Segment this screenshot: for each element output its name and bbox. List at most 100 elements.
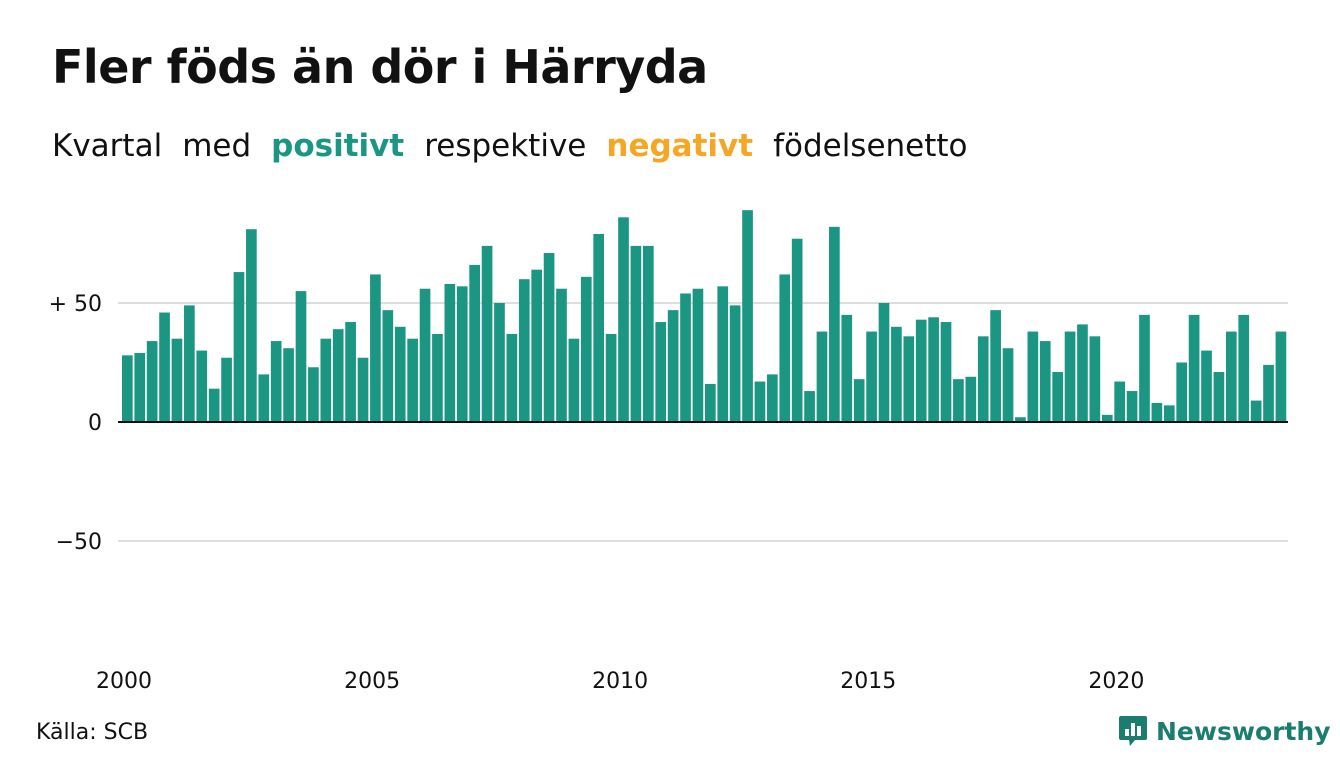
bar xyxy=(878,303,890,422)
bar xyxy=(940,322,952,422)
bar xyxy=(791,238,803,422)
subtitle-positive: positivt xyxy=(271,128,405,164)
bar xyxy=(829,226,840,422)
bar xyxy=(642,245,654,422)
bar xyxy=(1176,362,1188,422)
bar xyxy=(568,338,580,422)
bar xyxy=(1225,331,1237,422)
source-note: Källa: SCB xyxy=(36,720,149,745)
bar xyxy=(1052,372,1063,422)
bar xyxy=(1263,364,1274,422)
bar xyxy=(1002,348,1014,422)
bar xyxy=(680,293,691,422)
bar xyxy=(965,376,977,422)
bar xyxy=(320,338,332,422)
x-tick-label: 2005 xyxy=(344,669,400,694)
bar xyxy=(1114,381,1126,422)
bar xyxy=(618,217,629,422)
bar xyxy=(1163,405,1175,422)
bar xyxy=(270,341,282,422)
bar xyxy=(184,305,195,422)
bar xyxy=(283,348,294,422)
bar xyxy=(432,333,443,422)
y-tick-label: + 50 xyxy=(49,292,102,317)
bar xyxy=(1126,391,1138,422)
bar xyxy=(667,310,679,422)
bar xyxy=(705,383,716,422)
bar xyxy=(903,336,915,422)
bar xyxy=(134,352,146,422)
bar xyxy=(196,350,208,422)
newsworthy-logo: Newsworthy xyxy=(1118,714,1331,748)
bar xyxy=(171,338,183,422)
x-tick-label: 2010 xyxy=(592,669,648,694)
bar xyxy=(891,326,902,422)
bar xyxy=(1238,314,1250,422)
bar xyxy=(407,338,418,422)
bar xyxy=(804,391,815,422)
bar xyxy=(258,374,270,422)
bar xyxy=(605,333,617,422)
bar xyxy=(382,310,394,422)
bar xyxy=(394,326,406,422)
x-tick-label: 2000 xyxy=(96,669,152,694)
bar xyxy=(1077,324,1088,422)
bar xyxy=(779,274,791,422)
bar xyxy=(1139,314,1150,422)
bar xyxy=(1188,314,1200,422)
bar xyxy=(1027,331,1039,422)
bar xyxy=(915,319,927,422)
bar xyxy=(928,317,939,422)
bar xyxy=(370,274,381,422)
y-tick-label: −50 xyxy=(56,530,102,555)
bar xyxy=(692,288,704,422)
bar xyxy=(345,322,356,422)
subtitle-word-med: med xyxy=(182,128,252,164)
bar xyxy=(444,283,456,422)
bar xyxy=(580,276,592,422)
bar xyxy=(1039,341,1051,422)
bar xyxy=(866,331,877,422)
bar xyxy=(990,310,1001,422)
bar xyxy=(481,245,493,422)
bar xyxy=(1201,350,1212,422)
bar xyxy=(742,210,753,422)
subtitle-word-kvartal: Kvartal xyxy=(52,128,163,164)
bar xyxy=(841,314,853,422)
bar xyxy=(853,379,865,422)
bar xyxy=(332,329,344,422)
bar xyxy=(208,388,220,422)
bar xyxy=(506,333,518,422)
bar xyxy=(1275,331,1287,422)
bar xyxy=(767,374,778,422)
bar xyxy=(754,381,766,422)
bar xyxy=(295,291,307,422)
bar xyxy=(1151,402,1163,422)
bar xyxy=(543,253,555,422)
x-tick-label: 2020 xyxy=(1088,669,1144,694)
subtitle-negative: negativt xyxy=(606,128,754,164)
bar xyxy=(531,269,543,422)
bar xyxy=(246,229,257,422)
y-tick-label: 0 xyxy=(88,411,102,436)
bar xyxy=(159,312,170,422)
bar xyxy=(357,357,369,422)
bar xyxy=(630,245,642,422)
bar xyxy=(518,279,530,422)
bar xyxy=(494,303,505,422)
bar xyxy=(593,233,605,422)
bar xyxy=(1015,417,1026,422)
bar xyxy=(221,357,232,422)
bar xyxy=(233,272,245,422)
bar xyxy=(729,305,741,422)
bar xyxy=(456,286,468,422)
logo-text: Newsworthy xyxy=(1156,716,1331,746)
bar xyxy=(816,331,828,422)
bar xyxy=(308,367,319,422)
bar xyxy=(1089,336,1101,422)
x-tick-label: 2015 xyxy=(840,669,896,694)
subtitle-word-fodelsenetto: födelsenetto xyxy=(773,128,968,164)
bar xyxy=(556,288,567,422)
newsworthy-logo-icon xyxy=(1119,716,1147,746)
